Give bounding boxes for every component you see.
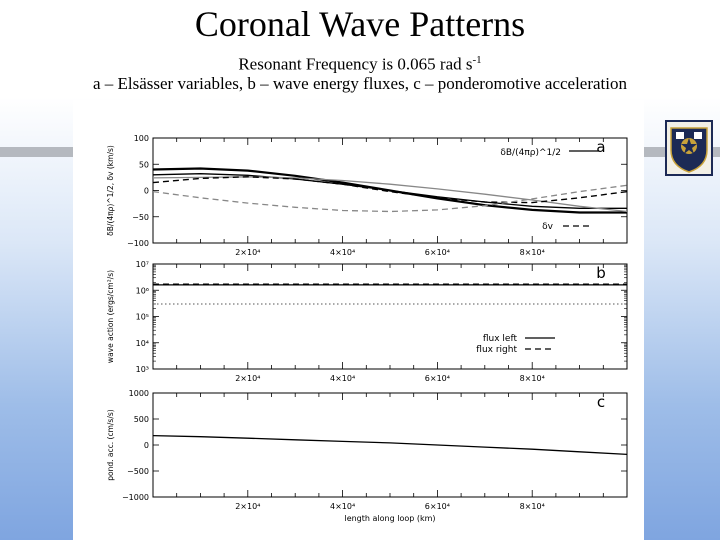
x-tick-label: 6×10⁴ <box>425 248 450 257</box>
series-line-a-1 <box>152 173 627 209</box>
x-tick-label: 8×10⁴ <box>520 374 545 383</box>
y-axis-label: δB/(4πρ)^1/2, δv (km/s) <box>106 145 115 236</box>
y-tick-label: 10⁶ <box>136 286 149 295</box>
panel-c-frame <box>152 392 628 498</box>
panel-label-a: a <box>596 138 605 156</box>
x-tick-label: 2×10⁴ <box>235 502 260 511</box>
y-tick-label: 10⁴ <box>136 339 149 348</box>
y-axis-label: wave action (ergs/cm²/s) <box>106 270 115 363</box>
y-tick-label: 1000 <box>129 389 149 398</box>
legend-label-flux-left: flux left <box>483 334 518 344</box>
legend-label-flux-right: flux right <box>476 345 517 355</box>
chart-figure: 2×10⁴ 4×10⁴ 6×10⁴ 8×10⁴100500−50−100δB/(4πρ… <box>106 134 628 523</box>
university-crest-icon <box>665 120 713 176</box>
panel-label-c: c <box>597 393 605 411</box>
y-tick-label: 100 <box>134 134 149 143</box>
legend-label-dv: δv <box>542 222 554 232</box>
x-tick-label: 8×10⁴ <box>520 502 545 511</box>
slide-title: Coronal Wave Patterns <box>194 4 526 44</box>
y-tick-label: 10⁵ <box>136 313 149 322</box>
plot-area: 2×10⁴ 4×10⁴ 6×10⁴ 8×10⁴ 100 50 0 −50 −100 δB/(4πρ… <box>73 100 644 540</box>
y-tick-label: 500 <box>134 415 149 424</box>
x-tick-label: 4×10⁴ <box>330 502 355 511</box>
y-tick-label: −50 <box>132 213 149 222</box>
subtitle-superscript: -1 <box>472 54 482 66</box>
y-tick-label: −500 <box>127 467 149 476</box>
slide-subtitle: Resonant Frequency is 0.065 rad s-1 <box>0 50 720 75</box>
y-tick-label: 50 <box>139 160 149 169</box>
x-axis-label: length along loop (km) <box>344 514 435 523</box>
x-tick-label: 2×10⁴ <box>235 374 260 383</box>
panel-b-frame <box>152 263 628 370</box>
x-tick-label: 6×10⁴ <box>425 374 450 383</box>
y-tick-label: −100 <box>127 239 149 248</box>
legend-label-dB: δB/(4πρ)^1/2 <box>500 148 561 158</box>
y-tick-label: 10⁷ <box>136 260 149 269</box>
x-tick-label: 8×10⁴ <box>520 248 545 257</box>
subtitle-text: Resonant Frequency is 0.065 rad s <box>238 54 473 74</box>
y-tick-label: 0 <box>144 187 149 196</box>
x-tick-label: 6×10⁴ <box>425 502 450 511</box>
y-tick-label: −1000 <box>122 493 149 502</box>
panel-label-b: b <box>596 264 606 282</box>
y-axis-label: pond. acc. (cm/s/s) <box>106 409 115 480</box>
y-tick-label: 10³ <box>136 365 149 374</box>
x-tick-label: 4×10⁴ <box>330 248 355 257</box>
y-tick-label: 0 <box>144 441 149 450</box>
series-line-a-2 <box>152 176 628 213</box>
slide-caption: a – Elsässer variables, b – wave energy … <box>92 74 628 93</box>
x-tick-label: 2×10⁴ <box>235 248 260 257</box>
x-tick-label: 4×10⁴ <box>330 374 355 383</box>
series-line-c-0 <box>152 434 628 456</box>
